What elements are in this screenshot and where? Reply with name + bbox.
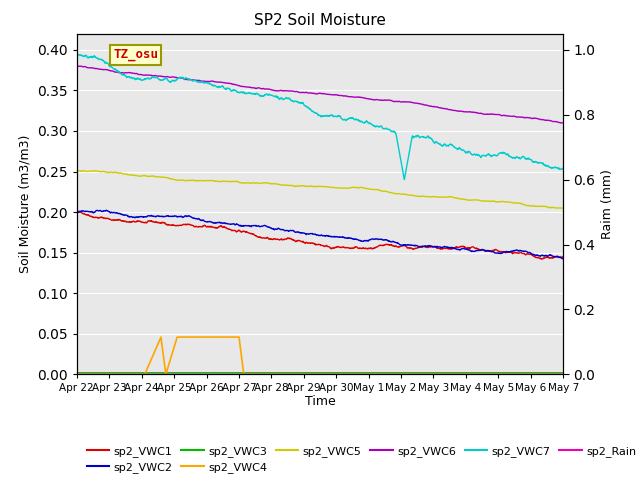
Legend: sp2_VWC1, sp2_VWC2, sp2_VWC3, sp2_VWC4, sp2_VWC5, sp2_VWC6, sp2_VWC7, sp2_Rain: sp2_VWC1, sp2_VWC2, sp2_VWC3, sp2_VWC4, … <box>83 441 640 478</box>
Title: SP2 Soil Moisture: SP2 Soil Moisture <box>254 13 386 28</box>
Y-axis label: Soil Moisture (m3/m3): Soil Moisture (m3/m3) <box>19 135 31 273</box>
X-axis label: Time: Time <box>305 395 335 408</box>
Text: TZ_osu: TZ_osu <box>113 48 158 61</box>
Y-axis label: Raim (mm): Raim (mm) <box>601 169 614 239</box>
